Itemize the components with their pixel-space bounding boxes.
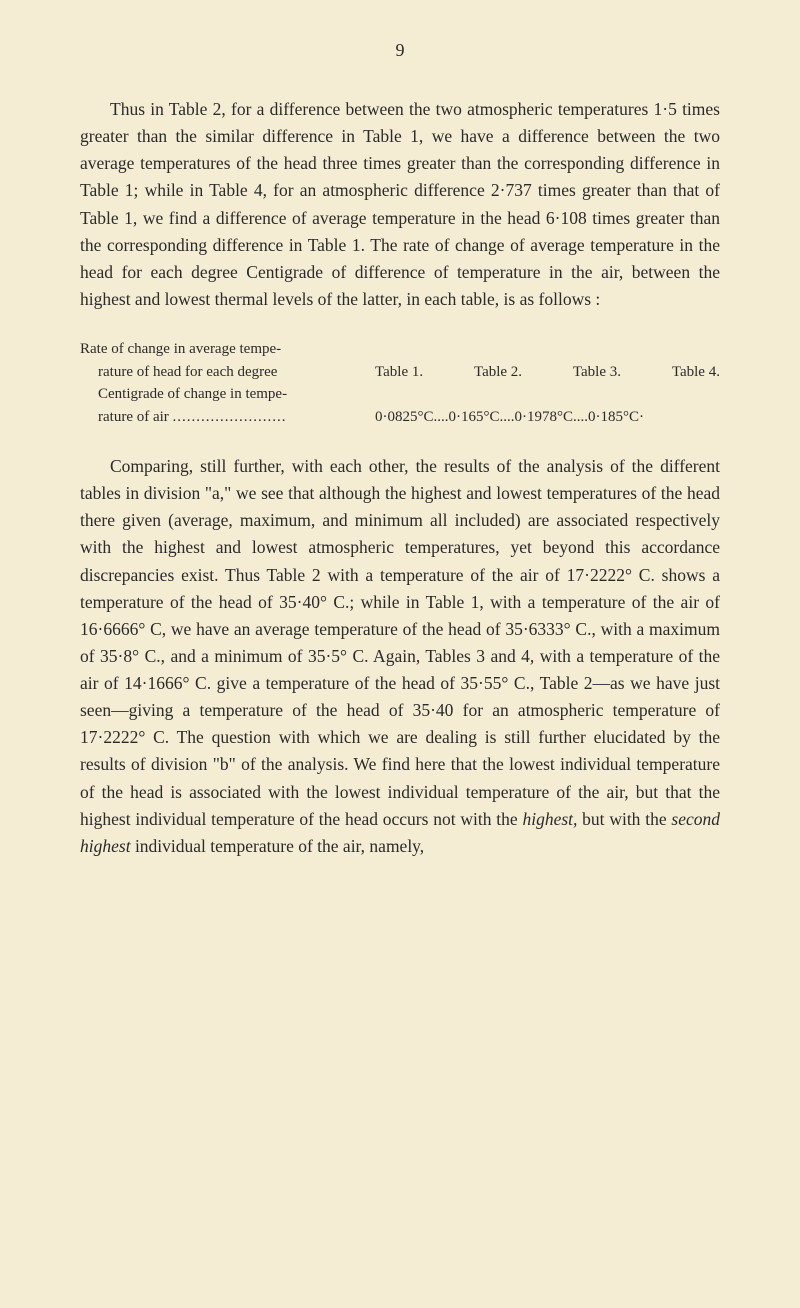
rate-value-2: Table 1. Table 2. Table 3. Table 4. (365, 361, 720, 384)
dots: ........................ (173, 409, 287, 425)
rate-label-4-text: rature of air (98, 409, 173, 425)
table-header-2: Table 2. (474, 361, 522, 384)
page-number: 9 (80, 40, 720, 61)
rate-label-2: rature of head for each degree (80, 361, 365, 384)
rate-row-4: rature of air ........................ 0… (80, 406, 720, 429)
rate-value-1 (365, 338, 720, 361)
para2-text-2: but with the (577, 809, 671, 829)
rate-label-3: Centigrade of change in tempe- (80, 383, 365, 406)
rate-value-4: 0·0825°C....0·165°C....0·1978°C....0·185… (365, 406, 720, 429)
paragraph-1: Thus in Table 2, for a difference betwee… (80, 96, 720, 313)
rate-table: Rate of change in average tempe- rature … (80, 338, 720, 428)
rate-row-3: Centigrade of change in tempe- (80, 383, 720, 406)
table-header-3: Table 3. (573, 361, 621, 384)
para2-italic-1: highest, (522, 809, 577, 829)
rate-row-2: rature of head for each degree Table 1. … (80, 361, 720, 384)
rate-row-1: Rate of change in average tempe- (80, 338, 720, 361)
rate-label-1: Rate of change in average tempe- (80, 338, 365, 361)
para2-text-3: individual temperature of the air, namel… (131, 836, 425, 856)
rate-label-4: rature of air ........................ (80, 406, 365, 429)
paragraph-2: Comparing, still further, with each othe… (80, 453, 720, 860)
para2-text-1: Comparing, still further, with each othe… (80, 456, 720, 829)
table-header-4: Table 4. (672, 361, 720, 384)
rate-value-3 (365, 383, 720, 406)
table-header-1: Table 1. (375, 361, 423, 384)
